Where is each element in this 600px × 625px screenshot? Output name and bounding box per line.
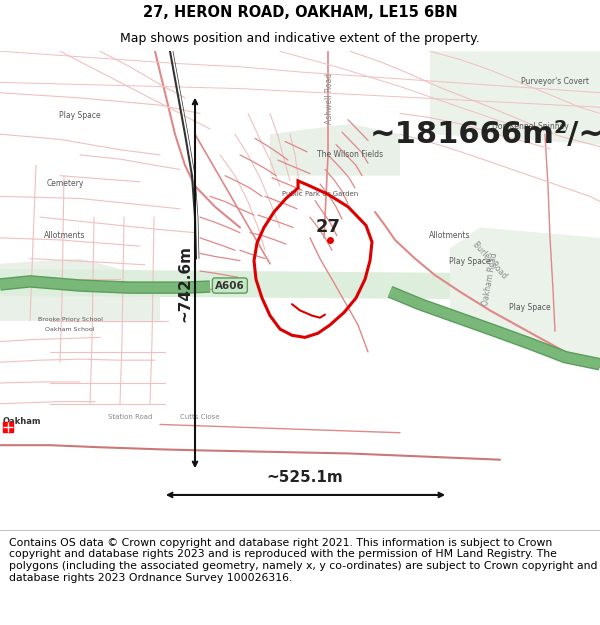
Polygon shape [0, 259, 160, 321]
Polygon shape [0, 269, 600, 300]
Text: Allotments: Allotments [429, 231, 471, 240]
Text: 27: 27 [316, 219, 341, 236]
Text: Station Road: Station Road [108, 414, 152, 420]
Text: Cemetery: Cemetery [46, 179, 83, 188]
Text: ~525.1m: ~525.1m [266, 469, 343, 484]
Polygon shape [270, 124, 400, 176]
Text: 27, HERON ROAD, OAKHAM, LE15 6BN: 27, HERON ROAD, OAKHAM, LE15 6BN [143, 5, 457, 20]
Text: Oakham: Oakham [3, 418, 41, 426]
Text: Burley Road: Burley Road [471, 241, 509, 281]
Text: Ashwell Road: Ashwell Road [325, 72, 334, 124]
Polygon shape [430, 51, 600, 144]
Text: Map shows position and indicative extent of the property.: Map shows position and indicative extent… [120, 32, 480, 45]
Text: A606: A606 [215, 281, 245, 291]
Text: The Wilson Fields: The Wilson Fields [317, 150, 383, 159]
Text: Dog Kennel Spinney: Dog Kennel Spinney [491, 122, 568, 131]
Text: Oakham School: Oakham School [45, 327, 95, 332]
Text: Brooke Priory School: Brooke Priory School [38, 317, 103, 322]
Text: Allotments: Allotments [44, 231, 86, 240]
Text: ~742.6m: ~742.6m [178, 245, 193, 322]
Text: Play Space: Play Space [509, 303, 551, 312]
Text: Public Park Or Garden: Public Park Or Garden [282, 191, 358, 198]
Text: Contains OS data © Crown copyright and database right 2021. This information is : Contains OS data © Crown copyright and d… [9, 538, 598, 582]
Text: Purveyor's Covert: Purveyor's Covert [521, 78, 589, 86]
Text: Play Space: Play Space [59, 111, 101, 119]
Text: Oakham Road: Oakham Road [481, 252, 499, 307]
Text: Cutts Close: Cutts Close [180, 414, 220, 420]
Polygon shape [450, 228, 600, 362]
Text: ~181666m²/~44.891ac.: ~181666m²/~44.891ac. [370, 119, 600, 149]
Text: Play Space: Play Space [449, 257, 491, 266]
